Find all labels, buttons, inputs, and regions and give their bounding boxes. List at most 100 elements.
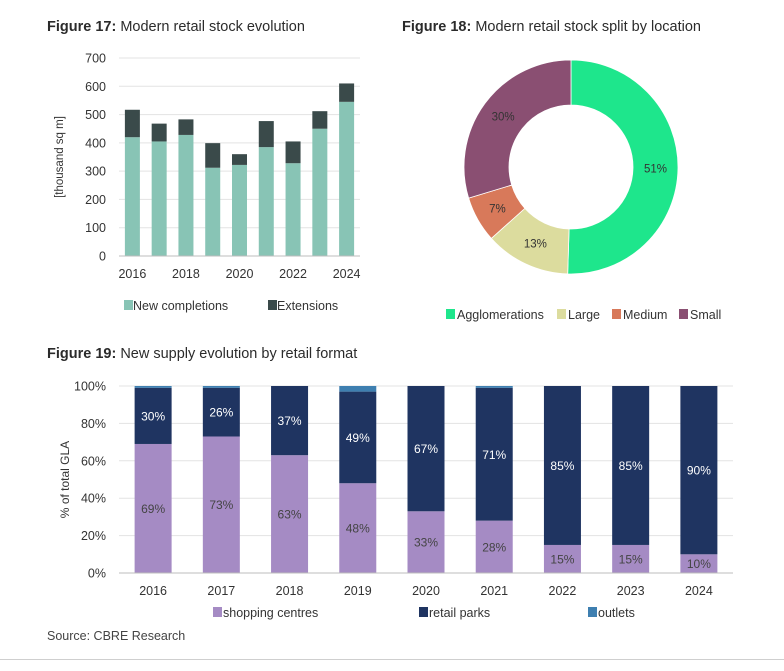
bar-extensions	[285, 141, 301, 164]
data-label: 63%	[278, 508, 302, 522]
bar-new-completions	[285, 163, 301, 256]
bar-retail-parks	[475, 387, 513, 521]
legend-label: New completions	[133, 299, 228, 313]
y-tick-label: 0%	[88, 567, 106, 581]
y-tick-label: 100	[85, 221, 106, 235]
data-label: 37%	[278, 414, 302, 428]
bar-outlets	[475, 386, 513, 388]
x-tick-label: 2019	[344, 584, 372, 598]
slice-label: 30%	[492, 112, 515, 124]
bar-extensions	[339, 83, 355, 102]
bar-new-completions	[151, 141, 167, 256]
legend-label: Extensions	[277, 299, 338, 313]
donut-slice-small	[463, 59, 572, 199]
legend-swatch	[557, 309, 566, 319]
legend-swatch	[124, 300, 133, 310]
bar-new-completions	[124, 137, 140, 256]
bar-extensions	[124, 109, 140, 138]
bar-extensions	[178, 119, 194, 135]
slice-label: 51%	[644, 163, 667, 175]
legend-swatch	[588, 607, 597, 617]
legend-label: Medium	[623, 308, 667, 322]
y-tick-label: 40%	[81, 492, 106, 506]
bar-retail-parks	[407, 386, 445, 512]
legend-label: retail parks	[429, 606, 490, 620]
figure-17-caption: Modern retail stock evolution	[120, 19, 305, 35]
x-tick-label: 2016	[118, 267, 146, 281]
data-label: 69%	[141, 502, 165, 516]
x-tick-label: 2024	[685, 584, 713, 598]
x-tick-label: 2016	[139, 584, 167, 598]
data-label: 71%	[482, 448, 506, 462]
figure-18-caption: Modern retail stock split by location	[475, 19, 701, 35]
legend-label: outlets	[598, 606, 635, 620]
data-label: 49%	[346, 431, 370, 445]
bar-shopping-centres	[134, 443, 172, 573]
data-label: 26%	[209, 406, 233, 420]
data-label: 48%	[346, 522, 370, 536]
legend-label: Small	[690, 308, 721, 322]
bar-shopping-centres	[612, 544, 650, 573]
y-tick-label: 100%	[74, 380, 106, 394]
bar-retail-parks	[612, 386, 650, 545]
divider	[0, 659, 784, 660]
bar-shopping-centres	[475, 520, 513, 573]
x-tick-label: 2023	[617, 584, 645, 598]
x-tick-label: 2018	[276, 584, 304, 598]
y-tick-label: 200	[85, 193, 106, 207]
bar-outlets	[339, 386, 377, 392]
y-axis-label: % of total GLA	[58, 441, 72, 518]
bar-new-completions	[339, 101, 355, 256]
figure-19-title: Figure 19: New supply evolution by retai…	[47, 346, 357, 362]
bar-extensions	[232, 154, 247, 165]
bar-shopping-centres	[543, 544, 581, 573]
x-tick-label: 2018	[172, 267, 200, 281]
slice-label: 13%	[524, 239, 547, 251]
legend-swatch	[612, 309, 621, 319]
bar-new-completions	[232, 164, 247, 256]
x-tick-label: 2024	[333, 267, 361, 281]
legend-swatch	[213, 607, 222, 617]
y-tick-label: 700	[85, 52, 106, 66]
bar-retail-parks	[339, 391, 377, 484]
legend-label: Agglomerations	[457, 308, 544, 322]
data-label: 85%	[550, 459, 574, 473]
y-tick-label: 80%	[81, 417, 106, 431]
bar-retail-parks	[680, 386, 718, 555]
donut-slice-agglomerations	[567, 59, 679, 275]
y-tick-label: 500	[85, 108, 106, 122]
bar-retail-parks	[202, 387, 240, 437]
bar-shopping-centres	[680, 554, 718, 573]
y-tick-label: 300	[85, 165, 106, 179]
bar-extensions	[205, 143, 221, 168]
bar-new-completions	[312, 128, 328, 256]
legend-label: Large	[568, 308, 600, 322]
legend-swatch	[679, 309, 688, 319]
figure-19-caption: New supply evolution by retail format	[120, 346, 358, 362]
data-label: 67%	[414, 442, 438, 456]
x-tick-label: 2017	[207, 584, 235, 598]
slice-label: 7%	[489, 203, 506, 215]
y-tick-label: 0	[99, 250, 106, 264]
bar-shopping-centres	[339, 483, 377, 573]
data-label: 85%	[619, 459, 643, 473]
figure-17-title: Figure 17: Modern retail stock evolution	[47, 19, 305, 35]
y-tick-label: 600	[85, 80, 106, 94]
data-label: 15%	[619, 552, 643, 566]
y-tick-label: 20%	[81, 529, 106, 543]
bar-new-completions	[178, 134, 194, 256]
data-label: 73%	[209, 498, 233, 512]
legend-swatch	[268, 300, 277, 310]
figure-18-title: Figure 18: Modern retail stock split by …	[402, 19, 701, 35]
figure-19-label: Figure 19:	[47, 346, 117, 362]
legend-label: shopping centres	[223, 606, 318, 620]
bar-retail-parks	[271, 386, 309, 456]
data-label: 28%	[482, 540, 506, 554]
bar-extensions	[151, 123, 167, 142]
bar-shopping-centres	[202, 436, 240, 573]
bar-outlets	[202, 386, 240, 388]
bar-extensions	[258, 121, 274, 148]
